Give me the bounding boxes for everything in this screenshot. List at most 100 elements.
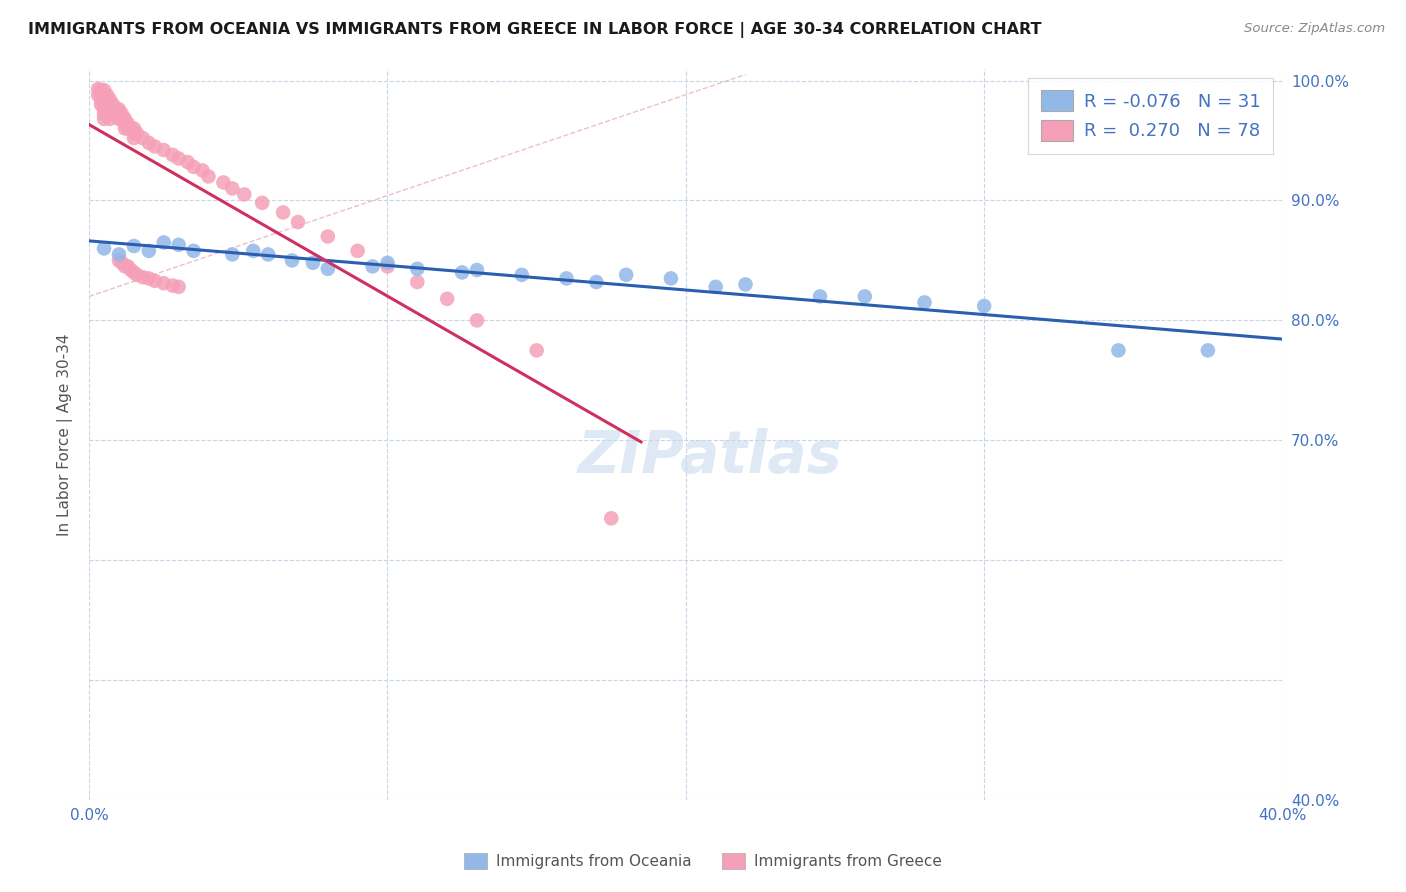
Point (132, 131, 155, 145)
Point (138, 271, 160, 285)
Point (105, 103, 128, 117)
Point (377, 260, 399, 274)
Point (96, 93, 118, 107)
Point (111, 256, 134, 270)
Point (98, 97, 121, 112)
Point (108, 253, 131, 268)
Point (281, 253, 304, 268)
Point (221, 247, 243, 261)
Point (108, 112, 131, 126)
Point (191, 163, 214, 178)
Point (451, 265, 474, 279)
Point (233, 187, 256, 202)
Point (122, 121, 145, 136)
Point (90, 93, 112, 107)
Point (143, 274, 166, 288)
Point (162, 148, 184, 162)
Point (316, 229, 339, 244)
Point (122, 131, 145, 145)
Point (108, 107, 131, 121)
Point (90, 87, 112, 102)
Point (108, 103, 131, 117)
Point (93, 112, 115, 126)
Point (132, 270, 155, 285)
Point (98, 107, 121, 121)
Point (465, 313, 488, 327)
Point (287, 215, 309, 229)
Point (125, 268, 148, 282)
Point (120, 121, 142, 136)
Point (105, 107, 128, 121)
Point (117, 260, 139, 274)
Point (197, 169, 219, 184)
Point (87, 87, 110, 102)
Point (93, 83, 115, 97)
Text: IMMIGRANTS FROM OCEANIA VS IMMIGRANTS FROM GREECE IN LABOR FORCE | AGE 30-34 COR: IMMIGRANTS FROM OCEANIA VS IMMIGRANTS FR… (28, 22, 1042, 38)
Point (117, 121, 139, 136)
Point (98, 93, 121, 107)
Point (808, 289, 831, 303)
Point (114, 117, 136, 131)
Point (122, 126, 145, 140)
Point (138, 244, 160, 258)
Point (98, 112, 121, 126)
Point (122, 265, 145, 279)
Point (167, 237, 190, 252)
Point (176, 155, 198, 169)
Point (221, 181, 243, 195)
Point (465, 263, 488, 277)
Point (152, 277, 174, 291)
Point (111, 107, 134, 121)
Point (117, 117, 139, 131)
Point (120, 263, 142, 277)
Point (271, 205, 294, 219)
Point (510, 268, 533, 282)
Point (734, 277, 756, 292)
Point (242, 244, 264, 258)
Point (93, 103, 115, 117)
Point (555, 271, 578, 285)
Point (659, 271, 682, 285)
Point (257, 247, 280, 261)
Point (93, 242, 115, 256)
Legend: R = -0.076   N = 31, R =  0.270   N = 78: R = -0.076 N = 31, R = 0.270 N = 78 (1028, 78, 1274, 153)
Y-axis label: In Labor Force | Age 30-34: In Labor Force | Age 30-34 (58, 333, 73, 535)
Point (152, 143, 174, 157)
Point (152, 235, 174, 250)
Point (162, 278, 184, 293)
Text: Source: ZipAtlas.com: Source: ZipAtlas.com (1244, 22, 1385, 36)
Point (316, 261, 339, 276)
Point (361, 260, 384, 274)
Point (183, 244, 205, 258)
Point (167, 280, 190, 294)
Point (87, 82, 110, 96)
Point (212, 176, 235, 190)
Text: ZIPatlas: ZIPatlas (578, 428, 842, 484)
Point (143, 139, 166, 153)
Point (600, 511, 623, 525)
Point (114, 121, 136, 136)
Point (125, 126, 148, 140)
Point (346, 244, 368, 258)
Point (406, 261, 429, 276)
Point (302, 256, 325, 270)
Legend: Immigrants from Oceania, Immigrants from Greece: Immigrants from Oceania, Immigrants from… (458, 847, 948, 875)
Point (114, 260, 136, 274)
Point (108, 247, 131, 261)
Point (111, 112, 134, 126)
Point (90, 97, 112, 112)
Point (526, 343, 548, 358)
Point (853, 289, 876, 303)
Point (90, 83, 112, 97)
Point (93, 97, 115, 112)
Point (973, 299, 995, 313)
Point (101, 103, 124, 117)
Point (96, 97, 118, 112)
Point (406, 275, 429, 289)
Point (1107, 343, 1129, 358)
Point (377, 256, 399, 270)
Point (93, 107, 115, 121)
Point (114, 112, 136, 126)
Point (704, 280, 727, 294)
Point (1197, 343, 1219, 358)
